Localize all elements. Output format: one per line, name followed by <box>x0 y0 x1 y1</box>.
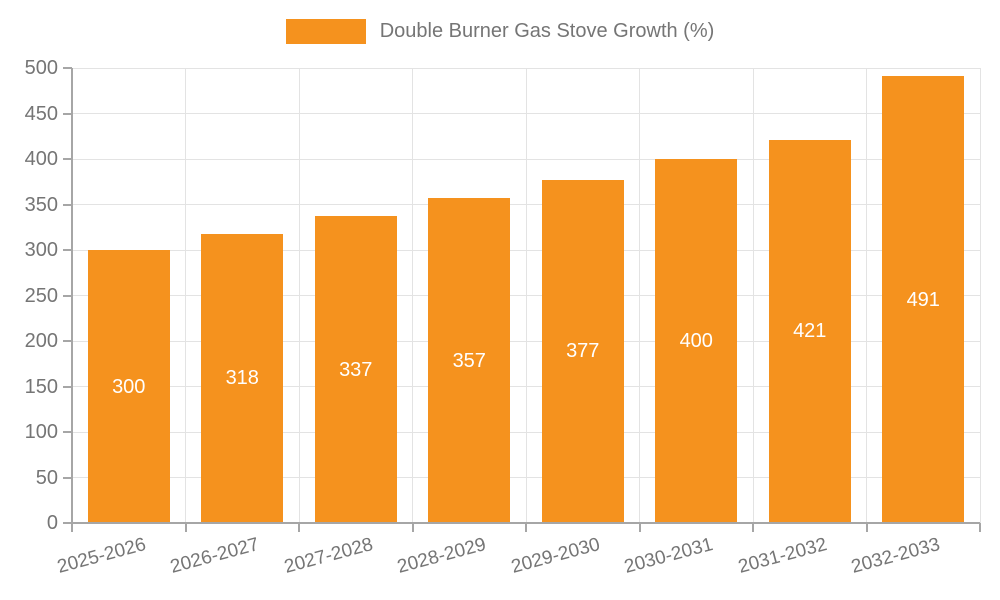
bar-value-label: 421 <box>793 320 827 343</box>
legend-item[interactable]: Double Burner Gas Stove Growth (%) <box>0 16 1000 46</box>
x-axis-tick <box>411 523 414 532</box>
bar[interactable] <box>201 233 284 523</box>
y-axis-tick <box>63 522 72 524</box>
v-gridline <box>979 68 981 523</box>
y-axis-tick <box>63 203 72 206</box>
x-tick-label: 2026-2027 <box>168 534 262 578</box>
v-gridline <box>185 68 186 523</box>
y-tick-label: 500 <box>24 57 58 79</box>
x-axis-tick <box>298 523 300 532</box>
v-gridline <box>298 68 300 523</box>
x-tick-label: 2028-2029 <box>395 534 489 578</box>
bar[interactable] <box>428 198 511 523</box>
y-tick-label: 300 <box>24 239 58 261</box>
x-axis-tick <box>525 523 527 532</box>
y-tick-label: 0 <box>46 512 58 534</box>
bar[interactable] <box>541 179 624 523</box>
bar-value-label: 300 <box>112 375 146 398</box>
v-gridline <box>866 68 867 523</box>
y-axis-tick <box>63 67 72 69</box>
x-axis-tick <box>184 523 187 532</box>
y-tick-label: 250 <box>24 284 58 307</box>
legend-label: Double Burner Gas Stove Growth (%) <box>379 19 715 42</box>
y-axis-tick <box>63 476 72 479</box>
x-axis-tick <box>865 523 868 532</box>
bar[interactable] <box>655 159 738 523</box>
x-tick-label: 2032-2033 <box>849 534 943 578</box>
y-tick-label: 450 <box>24 102 58 125</box>
x-axis-line <box>71 522 980 524</box>
v-gridline <box>412 68 413 523</box>
y-tick-label: 200 <box>24 330 58 352</box>
x-tick-label: 2027-2028 <box>281 534 376 578</box>
bar-value-label: 318 <box>225 367 259 390</box>
y-axis-tick <box>63 112 72 115</box>
y-tick-label: 150 <box>24 375 58 398</box>
x-axis-tick <box>752 523 754 532</box>
bar-value-label: 377 <box>566 340 600 363</box>
y-axis-tick <box>63 249 72 251</box>
y-tick-label: 350 <box>24 193 58 216</box>
bar[interactable] <box>314 216 397 523</box>
v-gridline <box>639 68 640 523</box>
y-axis-tick <box>63 340 72 342</box>
y-axis-line <box>71 68 73 532</box>
bar-value-label: 400 <box>679 330 713 352</box>
y-axis-tick <box>63 431 72 433</box>
y-axis-tick <box>63 294 72 297</box>
y-tick-label: 400 <box>24 148 58 170</box>
x-tick-label: 2030-2031 <box>622 534 716 578</box>
y-tick-label: 100 <box>24 421 58 443</box>
x-tick-label: 2031-2032 <box>735 534 830 578</box>
v-gridline <box>752 68 754 523</box>
x-tick-label: 2029-2030 <box>508 534 603 578</box>
bar-value-label: 337 <box>339 358 373 381</box>
bar-value-label: 357 <box>452 349 486 372</box>
legend-swatch <box>285 18 366 44</box>
x-axis-tick <box>638 523 641 532</box>
v-gridline <box>525 68 527 523</box>
y-axis-tick <box>63 385 72 388</box>
y-tick-label: 50 <box>35 466 58 489</box>
bar[interactable] <box>87 250 170 523</box>
bar[interactable] <box>882 76 965 523</box>
bar[interactable] <box>768 139 851 523</box>
y-axis-tick <box>63 158 72 160</box>
x-axis-tick <box>979 523 981 532</box>
bar-value-label: 491 <box>906 288 940 311</box>
x-tick-label: 2025-2026 <box>54 534 149 578</box>
